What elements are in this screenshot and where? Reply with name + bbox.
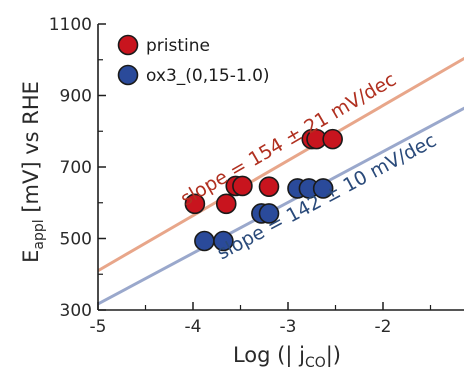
ticks <box>97 23 432 311</box>
x-tick-label: -4 <box>185 317 202 337</box>
data-point <box>194 230 215 252</box>
x-axis-title: Log (| jCO|) <box>233 343 341 371</box>
fit-line <box>98 106 464 306</box>
data-point <box>215 193 237 215</box>
fit-lines <box>98 56 464 306</box>
legend: pristine ox3_(0,15-1.0) <box>117 34 270 86</box>
y-axis-title: Eappl [mV] vs RHE <box>19 81 47 263</box>
data-points <box>184 128 343 252</box>
data-point <box>322 128 343 150</box>
x-axis-title-end: |) <box>326 343 341 368</box>
y-tick-label: 900 <box>60 87 92 107</box>
data-point <box>258 176 280 197</box>
fit-line <box>98 56 464 272</box>
data-point <box>184 193 206 215</box>
y-axis-title-main: E <box>19 250 43 263</box>
legend-label: ox3_(0,15-1.0) <box>146 66 270 86</box>
data-point <box>312 178 334 199</box>
legend-label: pristine <box>146 36 210 56</box>
legend-marker <box>117 64 139 86</box>
y-tick-label: 700 <box>60 158 92 178</box>
data-point <box>213 230 234 252</box>
legend-marker <box>117 34 139 56</box>
x-tick-label: -2 <box>375 317 392 337</box>
tick-labels: -5-4-3-2-13005007009001100 <box>49 15 392 337</box>
data-point <box>258 203 280 224</box>
y-tick-label: 1100 <box>49 15 92 35</box>
x-tick-label: -5 <box>90 317 107 337</box>
data-point <box>232 175 253 197</box>
y-axis-title-end: [mV] vs RHE <box>19 81 43 219</box>
y-tick-label: 300 <box>60 301 92 321</box>
x-tick-label: -3 <box>280 317 297 337</box>
y-tick-label: 500 <box>60 230 92 250</box>
x-axis-title-sub: CO <box>305 355 326 371</box>
x-axis-title-main: Log (| j <box>233 343 305 368</box>
y-axis-title-sub: appl <box>31 219 47 249</box>
